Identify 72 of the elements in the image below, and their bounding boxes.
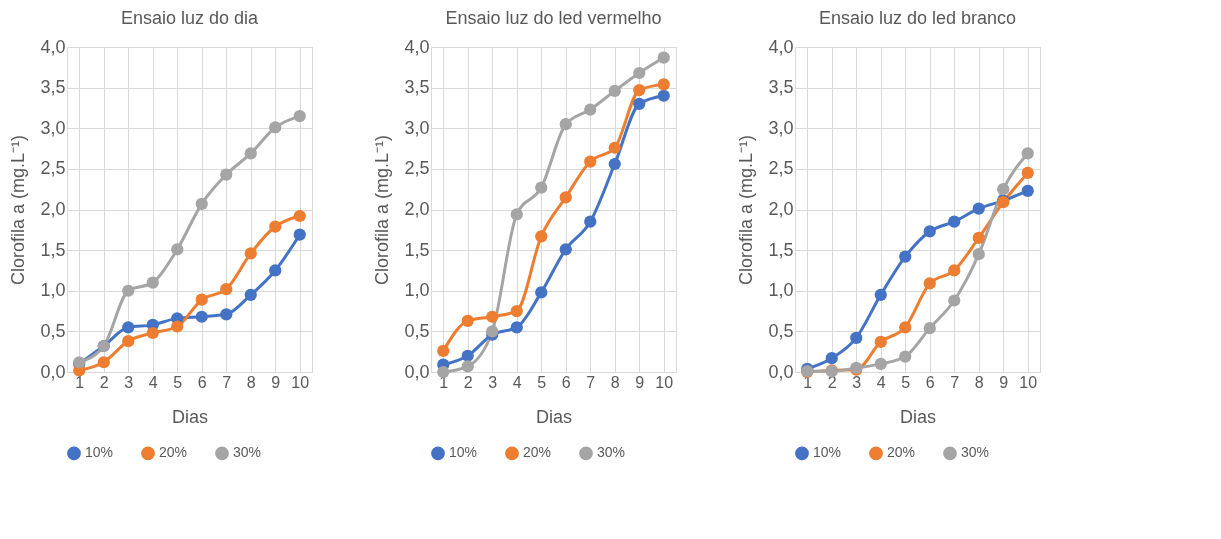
y-tick-label: 1,0: [40, 280, 66, 301]
y-tick-label: 1,0: [404, 280, 430, 301]
legend-label: 30%: [961, 444, 990, 461]
y-tick-label: 3,5: [40, 77, 66, 98]
x-tick-label: 6: [197, 373, 207, 391]
x-tick-label: 8: [974, 373, 984, 391]
legend-label: 10%: [813, 444, 842, 461]
y-tick-label: 0,0: [404, 361, 430, 382]
legend-label: 10%: [449, 444, 478, 461]
x-tick-label: 10: [1019, 373, 1038, 391]
legend-label: 20%: [887, 444, 916, 461]
y-tick-label: 0,5: [768, 320, 794, 341]
y-axis-title: Clorofila a (mg.L⁻¹): [8, 134, 29, 286]
y-tick-label: 0,5: [404, 320, 430, 341]
x-tick-label: 5: [173, 373, 183, 391]
x-tick-label: 4: [876, 373, 886, 391]
y-tick-label: 0,0: [40, 361, 66, 382]
x-tick-label: 7: [950, 373, 960, 391]
x-tick-label: 9: [635, 373, 645, 391]
x-tick-label: 3: [852, 373, 862, 391]
x-tick-label: 4: [512, 373, 522, 391]
x-tick-label: 10: [291, 373, 310, 391]
chart-title: Ensaio luz do led branco: [818, 8, 1017, 28]
legend-label: 10%: [85, 444, 114, 461]
y-tick-label: 2,0: [768, 199, 794, 219]
y-tick-label: 3,0: [404, 117, 430, 138]
y-tick-label: 4,0: [768, 36, 794, 57]
x-tick-label: 8: [246, 373, 256, 391]
y-tick-label: 1,5: [404, 239, 430, 260]
y-tick-label: 4,0: [404, 36, 430, 57]
y-axis-title: Clorofila a (mg.L⁻¹): [372, 134, 393, 286]
x-tick-label: 5: [537, 373, 547, 391]
x-tick-label: 3: [124, 373, 134, 391]
y-tick-label: 2,5: [404, 158, 430, 179]
legend-label: 20%: [523, 444, 552, 461]
x-tick-label: 9: [999, 373, 1009, 391]
x-axis-title: Dias: [171, 406, 209, 427]
y-tick-label: 3,0: [40, 117, 66, 138]
chart-title: Ensaio luz do led vermelho: [445, 8, 662, 28]
x-tick-label: 4: [148, 373, 158, 391]
legend-label: 30%: [233, 444, 262, 461]
y-tick-label: 3,0: [768, 117, 794, 138]
y-tick-label: 1,0: [768, 280, 794, 301]
x-tick-label: 7: [222, 373, 232, 391]
x-axis-title: Dias: [899, 406, 937, 427]
legend-label: 20%: [159, 444, 188, 461]
y-tick-label: 2,0: [404, 199, 430, 219]
y-tick-label: 2,5: [768, 158, 794, 179]
x-tick-label: 6: [561, 373, 571, 391]
x-tick-label: 8: [610, 373, 620, 391]
x-tick-label: 1: [75, 373, 85, 391]
y-tick-label: 0,0: [768, 361, 794, 382]
y-tick-label: 1,5: [40, 239, 66, 260]
y-tick-label: 2,5: [40, 158, 66, 179]
y-tick-label: 0,5: [40, 320, 66, 341]
y-tick-label: 3,5: [768, 77, 794, 98]
x-tick-label: 2: [463, 373, 473, 391]
y-tick-label: 2,0: [40, 199, 66, 219]
legend-label: 30%: [597, 444, 626, 461]
x-tick-label: 3: [488, 373, 498, 391]
chart-title: Ensaio luz do dia: [120, 8, 260, 28]
x-tick-label: 7: [586, 373, 596, 391]
y-axis-title: Clorofila a (mg.L⁻¹): [736, 134, 757, 286]
y-tick-label: 3,5: [404, 77, 430, 98]
x-tick-label: 2: [99, 373, 109, 391]
y-tick-label: 1,5: [768, 239, 794, 260]
x-tick-label: 10: [655, 373, 674, 391]
y-tick-label: 4,0: [40, 36, 66, 57]
x-tick-label: 9: [271, 373, 281, 391]
x-tick-label: 6: [925, 373, 935, 391]
x-tick-label: 5: [901, 373, 911, 391]
x-axis-title: Dias: [535, 406, 573, 427]
